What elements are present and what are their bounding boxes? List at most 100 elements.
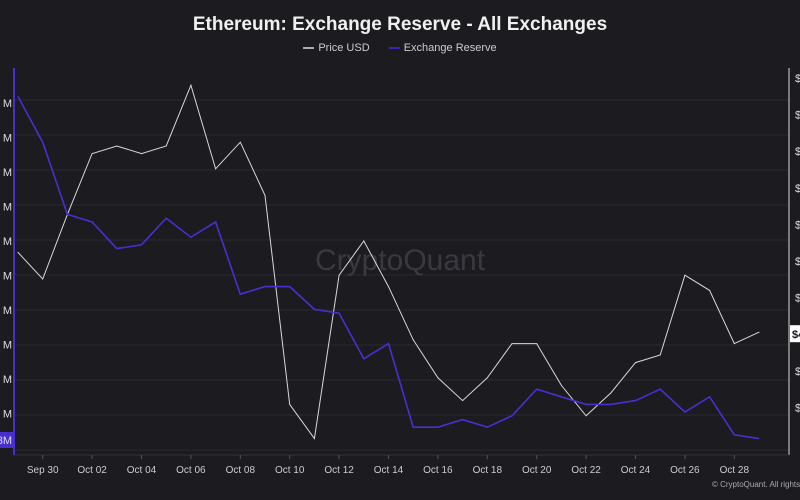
- left-tick-label: M: [3, 133, 12, 145]
- legend-reserve-label: Exchange Reserve: [403, 42, 497, 54]
- data-point-exchange-reserve: [684, 411, 686, 413]
- data-point-price-usd: [141, 153, 142, 155]
- legend-reserve-swatch: [388, 47, 400, 50]
- right-axis-current-value-box: [790, 325, 800, 343]
- data-point-exchange-reserve: [412, 426, 414, 428]
- data-point-price-usd: [511, 343, 513, 345]
- data-point-exchange-reserve: [758, 438, 760, 440]
- legend-reserve[interactable]: Exchange Reserve: [388, 42, 497, 54]
- data-point-exchange-reserve: [659, 388, 661, 390]
- data-point-exchange-reserve: [338, 312, 340, 314]
- x-tick-label: Oct 18: [473, 465, 503, 476]
- data-point-price-usd: [437, 377, 439, 379]
- data-point-price-usd: [610, 392, 612, 394]
- left-tick-label: M: [3, 271, 12, 283]
- data-point-price-usd: [17, 251, 19, 253]
- data-point-exchange-reserve: [116, 248, 118, 250]
- data-point-price-usd: [313, 438, 315, 440]
- data-point-price-usd: [388, 286, 389, 288]
- x-tick-label: Oct 10: [275, 465, 305, 476]
- data-point-exchange-reserve: [17, 96, 19, 98]
- data-point-price-usd: [635, 362, 636, 364]
- left-tick-label: M: [3, 167, 12, 179]
- data-point-exchange-reserve: [42, 141, 44, 143]
- right-tick-label: $: [795, 110, 800, 122]
- data-point-price-usd: [486, 377, 488, 379]
- left-tick-label: M: [3, 98, 12, 110]
- data-point-exchange-reserve: [190, 236, 192, 238]
- data-point-exchange-reserve: [313, 308, 315, 310]
- x-tick-label: Oct 24: [621, 465, 651, 476]
- legend-price[interactable]: Price USD: [303, 42, 370, 54]
- data-point-exchange-reserve: [486, 426, 488, 428]
- data-point-exchange-reserve: [91, 221, 93, 223]
- x-tick-label: Oct 22: [571, 465, 601, 476]
- data-point-exchange-reserve: [610, 403, 612, 405]
- data-point-exchange-reserve: [239, 293, 241, 295]
- data-point-price-usd: [190, 84, 192, 86]
- data-point-price-usd: [536, 343, 538, 345]
- legend-price-swatch: [303, 47, 315, 50]
- left-tick-label: M: [3, 374, 12, 386]
- watermark: CryptoQuant: [315, 244, 486, 277]
- data-point-price-usd: [338, 274, 340, 276]
- x-tick-label: Oct 06: [176, 465, 206, 476]
- x-tick-label: Oct 28: [720, 465, 750, 476]
- data-point-price-usd: [758, 331, 760, 333]
- right-tick-label: $: [795, 219, 800, 231]
- data-point-exchange-reserve: [462, 419, 464, 421]
- left-tick-label: M: [3, 340, 12, 352]
- left-tick-label: 3M: [0, 435, 12, 447]
- data-point-exchange-reserve: [437, 426, 439, 428]
- right-tick-label: $: [795, 402, 800, 414]
- data-point-price-usd: [709, 289, 711, 291]
- legend-price-label: Price USD: [318, 42, 370, 54]
- left-tick-label: M: [3, 305, 12, 317]
- x-tick-label: Oct 20: [522, 465, 552, 476]
- x-tick-label: Oct 02: [77, 465, 107, 476]
- data-point-price-usd: [165, 145, 167, 147]
- data-point-exchange-reserve: [733, 434, 735, 436]
- data-point-exchange-reserve: [709, 396, 711, 398]
- right-tick-label: $4: [792, 329, 800, 341]
- x-tick-label: Oct 08: [226, 465, 256, 476]
- left-tick-label: M: [3, 409, 12, 421]
- copyright: © CryptoQuant. All rights re: [712, 480, 800, 489]
- right-tick-label: $: [795, 293, 800, 305]
- data-point-exchange-reserve: [264, 286, 266, 288]
- data-point-price-usd: [659, 354, 661, 356]
- x-tick-label: Oct 16: [423, 465, 453, 476]
- data-point-exchange-reserve: [536, 388, 538, 390]
- data-point-price-usd: [42, 278, 44, 280]
- data-point-price-usd: [116, 145, 118, 147]
- data-point-price-usd: [289, 403, 291, 405]
- x-tick-label: Oct 26: [670, 465, 700, 476]
- x-tick-label: Oct 12: [324, 465, 354, 476]
- right-tick-label: $: [795, 366, 800, 378]
- right-tick-label: $: [795, 256, 800, 268]
- data-point-price-usd: [91, 153, 93, 155]
- right-tick-label: $: [795, 183, 800, 195]
- x-tick-label: Oct 14: [374, 465, 404, 476]
- data-point-price-usd: [585, 415, 587, 417]
- data-point-price-usd: [733, 343, 735, 345]
- data-point-price-usd: [684, 274, 686, 276]
- data-point-exchange-reserve: [289, 286, 291, 288]
- data-point-exchange-reserve: [215, 221, 217, 223]
- data-point-price-usd: [462, 400, 464, 402]
- data-point-price-usd: [363, 240, 365, 242]
- data-point-price-usd: [239, 141, 241, 143]
- data-point-exchange-reserve: [388, 343, 389, 345]
- data-point-exchange-reserve: [585, 403, 587, 405]
- x-tick-label: Sep 30: [27, 465, 59, 476]
- data-point-exchange-reserve: [66, 213, 68, 215]
- chart-title: Ethereum: Exchange Reserve - All Exchang…: [192, 14, 608, 35]
- data-point-exchange-reserve: [363, 358, 365, 360]
- data-point-exchange-reserve: [635, 400, 636, 402]
- data-point-exchange-reserve: [560, 396, 562, 398]
- left-axis-current-value-box: [0, 432, 14, 448]
- legend: Price USD Exchange Reserve: [0, 42, 800, 54]
- left-tick-label: M: [3, 236, 12, 248]
- data-point-price-usd: [215, 168, 217, 170]
